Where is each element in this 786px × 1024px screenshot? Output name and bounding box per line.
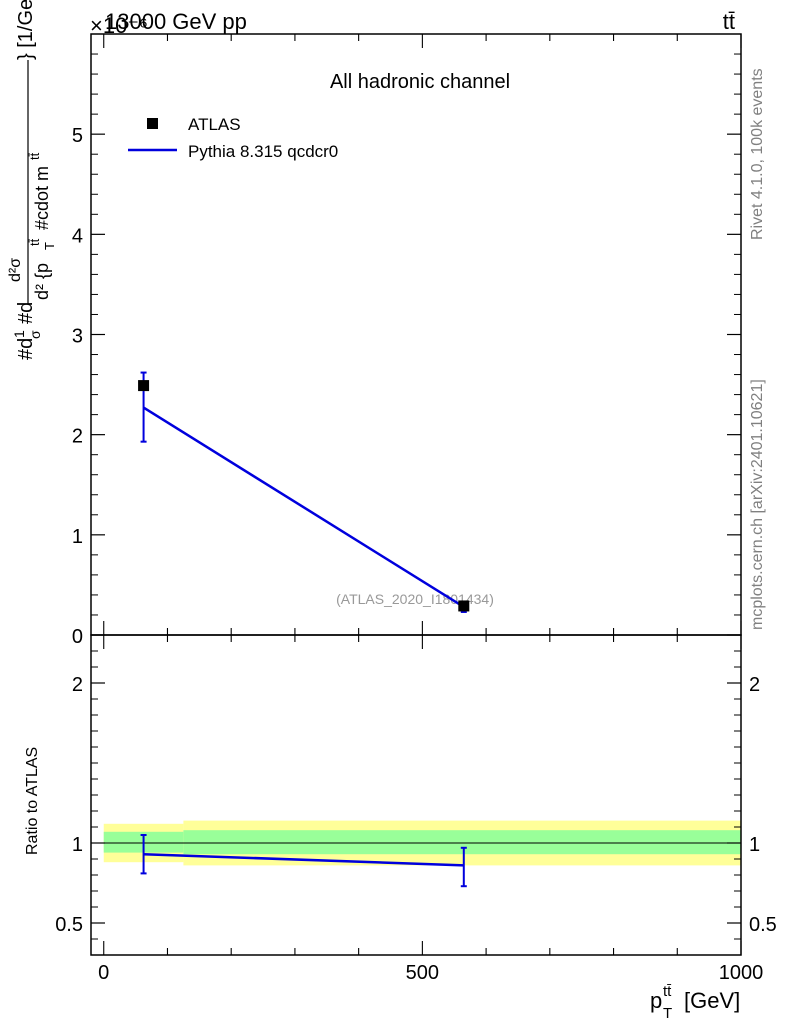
main-y-tick-label: 0 — [72, 626, 83, 648]
energy-label: 13000 GeV pp — [105, 9, 247, 34]
main-y-tick-label: 2 — [72, 426, 83, 448]
ratio-y-tick-label-right: 0.5 — [749, 914, 777, 936]
ratio-y-tick-label-right: 2 — [749, 674, 760, 696]
svg-text:T: T — [663, 1005, 672, 1022]
svg-text:σ: σ — [27, 330, 43, 339]
svg-text:#cdot m: #cdot m — [32, 166, 52, 230]
ratio-x-tick-label: 0 — [98, 962, 109, 984]
rivet-label: Rivet 4.1.0, 100k events — [749, 68, 766, 240]
ratio-bands — [91, 820, 741, 866]
watermark: (ATLAS_2020_I1801434) — [336, 591, 494, 607]
svg-text:} [1/GeV²]: } [1/GeV²] — [15, 0, 37, 60]
main-y-tick-label: 3 — [72, 326, 83, 348]
ratio-y-ticks: 0.5 0.5 1 1 2 2 — [55, 650, 777, 940]
ratio-y-tick-label: 0.5 — [55, 914, 83, 936]
main-y-tick-label: 5 — [72, 125, 83, 147]
ratio-x-ticks: 0 500 1000 — [98, 635, 763, 984]
ratio-x-tick-label: 1000 — [719, 962, 764, 984]
ratio-y-tick-label-right: 1 — [749, 834, 760, 856]
svg-text:d²σ: d²σ — [7, 258, 24, 282]
main-x-ticks — [103, 34, 742, 635]
svg-text:1: 1 — [11, 330, 27, 338]
main-y-tick-label: 1 — [72, 526, 83, 548]
legend-label-pythia: Pythia 8.315 qcdcr0 — [188, 142, 338, 161]
ratio-ylabel: Ratio to ATLAS — [24, 747, 41, 855]
main-series — [138, 371, 470, 613]
atlas-data-point — [138, 380, 150, 392]
svg-text:d² {p: d² {p — [32, 263, 52, 300]
svg-text:tt̄: tt̄ — [27, 238, 42, 246]
legend-marker-atlas — [147, 118, 158, 129]
svg-text:p: p — [650, 988, 662, 1013]
main-y-ticks: 0 1 2 3 4 5 — [72, 53, 741, 648]
svg-text:#d: #d — [15, 302, 37, 324]
svg-text:tt̄: tt̄ — [663, 983, 672, 1000]
legend: ATLAS Pythia 8.315 qcdcr0 — [128, 115, 338, 161]
main-ylabel: #d 1 σ #d d²σ d² {p T tt̄ #cdot m tt̄ } … — [7, 0, 57, 360]
x-axis-label: p T tt̄ [GeV] — [650, 983, 740, 1022]
ratio-y-tick-label: 1 — [72, 834, 83, 856]
legend-label-atlas: ATLAS — [188, 115, 241, 134]
svg-text:[GeV]: [GeV] — [684, 988, 740, 1013]
process-label: tt̄ — [723, 9, 735, 34]
svg-text:tt̄: tt̄ — [27, 152, 42, 160]
chart-title: All hadronic channel — [330, 71, 510, 93]
ratio-frame — [90, 634, 742, 956]
pythia-line — [142, 406, 465, 609]
svg-text:#d: #d — [15, 338, 37, 360]
ratio-pythia-line — [143, 852, 464, 867]
svg-text:T: T — [42, 242, 57, 250]
stat-uncertainty-band — [183, 830, 741, 855]
ratio-x-tick-label: 500 — [406, 962, 439, 984]
main-y-tick-label: 4 — [72, 225, 83, 247]
atlas-data-point — [458, 600, 470, 612]
mcplots-label: mcplots.cern.ch [arXiv:2401.10621] — [749, 379, 766, 630]
ratio-series — [140, 834, 467, 888]
ratio-panel: 0.5 0.5 1 1 2 2 0 500 1000 — [55, 634, 777, 984]
ratio-y-tick-label: 2 — [72, 674, 83, 696]
main-panel: 0 1 2 3 4 5 All hadronic channel (ATLAS_2020_… — [72, 33, 742, 648]
